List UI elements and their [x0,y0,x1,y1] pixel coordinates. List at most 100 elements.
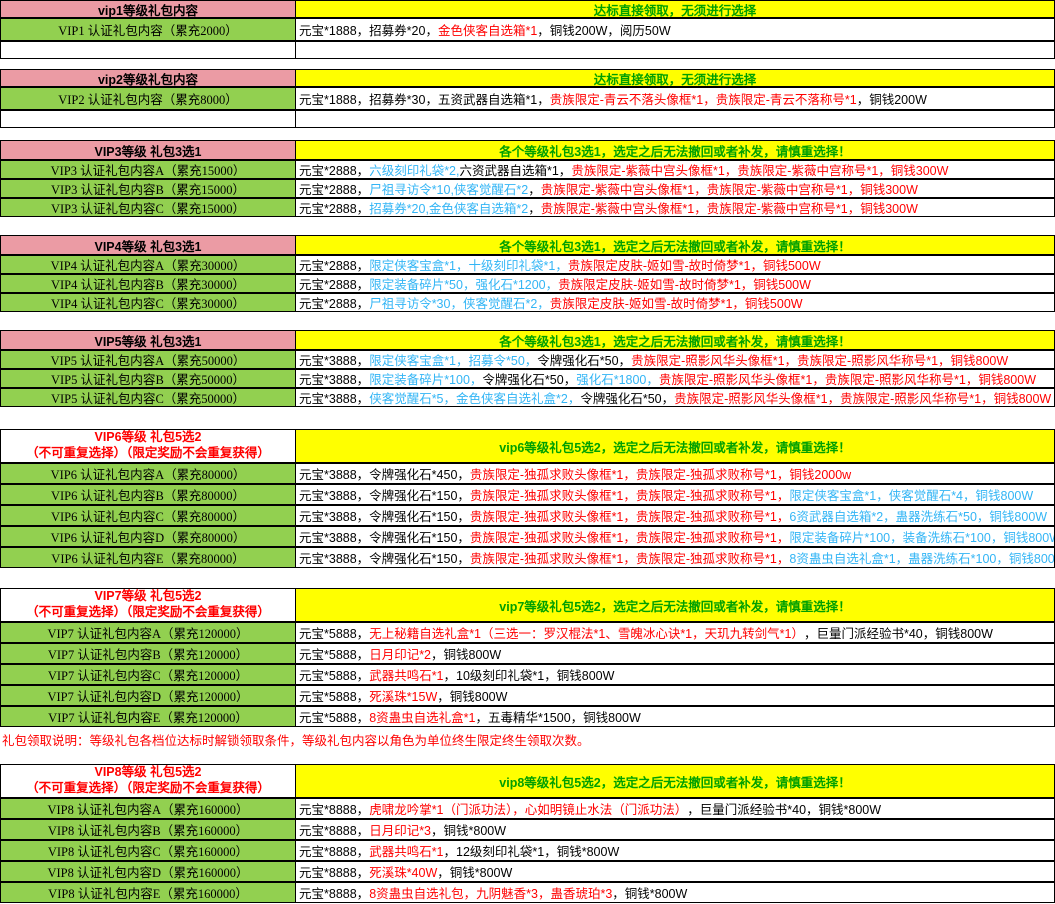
gift-tier-label: VIP5 认证礼包内容A（累充50000） [0,350,296,369]
blank-cell-left [0,41,296,59]
section-header-vip3: VIP3等级 礼包3选1 各个等级礼包3选1，选定之后无法撤回或者补发，请慎重选择… [0,140,1055,160]
gift-content-segment: ，12级刻印礼袋*1，铜钱*800W [443,845,620,859]
gift-content-segment: ，铜钱*800W [437,866,513,880]
gift-tier-label: VIP8 认证礼包内容D（累充160000） [0,861,296,882]
gift-tier-label: VIP5 认证礼包内容C（累充50000） [0,388,296,407]
gift-content-segment: ，10级刻印礼袋*1，铜钱800W [443,669,615,683]
gift-content-segment: 贵族限定皮肤-姬如雪-故时倚梦*1，铜钱500W [558,278,811,292]
section-header-vip6: VIP6等级 礼包5选2 （不可重复选择）（限定奖励不会重复获得） vip6等级礼包… [0,429,1055,463]
blank-row-vip2 [0,110,1055,128]
table-row: VIP6 认证礼包内容B（累充80000） 元宝*3888，令牌强化石*150，贵… [0,484,1055,505]
row-spacer [0,217,1055,235]
gift-content-segment: 元宝*1888，招募券*30，五资武器自选箱*1， [299,93,550,107]
gift-tier-label: VIP6 认证礼包内容B（累充80000） [0,484,296,505]
section-notice-vip3: 各个等级礼包3选1，选定之后无法撤回或者补发，请慎重选择！ [296,140,1055,160]
row-spacer [0,568,1055,588]
gift-contents: 元宝*5888， 日月印记*2 ，铜钱800W [296,643,1055,664]
gift-tier-label: VIP7 认证礼包内容E（累充120000） [0,706,296,727]
gift-tier-label: VIP7 认证礼包内容C（累充120000） [0,664,296,685]
gift-content-segment: 元宝*8888， [299,845,370,859]
gift-content-segment: 限定侠客宝盒*1，侠客觉醒石*4，铜钱800W [789,489,1034,503]
table-row: VIP1 认证礼包内容（累充2000） 元宝*1888，招募券*20， 金色侠客自选… [0,18,1055,41]
section-notice-vip5: 各个等级礼包3选1，选定之后无法撤回或者补发，请慎重选择！ [296,330,1055,350]
gift-content-segment: 贵族限定-独孤求败头像框*1，贵族限定-独孤求败称号*1， [469,489,790,503]
gift-content-segment: 武器共鸣石*1 [369,669,444,683]
gift-content-segment: 限定侠客宝盒*1，十级刻印礼袋*1， [369,259,568,273]
section-header-vip5: VIP5等级 礼包3选1 各个等级礼包3选1，选定之后无法撤回或者补发，请慎重选择… [0,330,1055,350]
section-title-vip7: VIP7等级 礼包5选2 （不可重复选择）（限定奖励不会重复获得） [0,588,296,622]
gift-content-segment: 限定装备碎片*100， [369,373,483,387]
gift-contents: 元宝*3888， 限定装备碎片*100， 令牌强化石*50， 强化石*1800， 贵族限… [296,369,1055,388]
gift-content-segment: 六资武器自选箱*1， [459,164,572,178]
gift-tier-label: VIP2 认证礼包内容（累充8000） [0,87,296,110]
gift-content-segment: 元宝*3888，令牌强化石*450， [299,468,470,482]
gift-contents: 元宝*8888， 死溪珠*40W ，铜钱*800W [296,861,1055,882]
gift-content-segment: 元宝*2888， [299,297,370,311]
blank-cell-left [0,110,296,128]
gift-content-segment: 元宝*1888，招募券*20， [299,24,438,38]
gift-content-segment: 元宝*8888， [299,803,370,817]
gift-contents: 元宝*1888，招募券*20， 金色侠客自选箱*1 ，铜钱200W，阅历50W [296,18,1055,41]
gift-contents: 元宝*5888， 武器共鸣石*1 ，10级刻印礼袋*1，铜钱800W [296,664,1055,685]
gift-content-segment: 元宝*5888， [299,627,370,641]
gift-content-segment: 元宝*2888， [299,202,370,216]
gift-content-segment: 侠客觉醒石*5，金色侠客自选礼盒*2， [369,392,581,406]
gift-contents: 元宝*2888， 限定装备碎片*50，强化石*1200， 贵族限定皮肤-姬如雪-故时… [296,274,1055,293]
gift-contents: 元宝*3888，令牌强化石*150， 贵族限定-独孤求败头像框*1，贵族限定-独孤… [296,547,1055,568]
gift-content-segment: 8资蛊虫自选礼盒*1，蛊器洗练石*100，铜钱800W [789,552,1055,566]
table-row: VIP4 认证礼包内容B（累充30000） 元宝*2888， 限定装备碎片*50，强… [0,274,1055,293]
gift-content-segment: 贵族限定皮肤-姬如雪-故时倚梦*1，铜钱500W [567,259,821,273]
gift-content-segment: 限定装备碎片*50，强化石*1200， [369,278,559,292]
table-row: VIP7 认证礼包内容E（累充120000） 元宝*5888， 8资蛊虫自选礼盒*1… [0,706,1055,727]
gift-content-segment: 元宝*5888， [299,690,370,704]
gift-content-segment: 元宝*2888， [299,164,370,178]
row-spacer [0,128,1055,140]
gift-contents: 元宝*8888， 虎啸龙吟掌*1（门派功法），心如明镜止水法（门派功法） ，巨量门派… [296,798,1055,819]
blank-row-vip1 [0,41,1055,59]
table-row: VIP8 认证礼包内容B（累充160000） 元宝*8888， 日月印记*3 ，铜钱*… [0,819,1055,840]
gift-contents: 元宝*2888， 尸祖寻访令*30，侠客觉醒石*2， 贵族限定皮肤-姬如雪-故时倚梦… [296,293,1055,312]
gift-content-segment: 贵族限定-紫薇中宫头像框*1，贵族限定-紫薇中宫称号*1，铜钱300W [571,164,949,178]
section-title-line2: （不可重复选择）（限定奖励不会重复获得） [26,781,270,795]
gift-contents: 元宝*2888， 六级刻印礼袋*2, 六资武器自选箱*1， 贵族限定-紫薇中宫头像框*… [296,160,1055,179]
table-row: VIP5 认证礼包内容A（累充50000） 元宝*3888， 限定侠客宝盒*1，招募… [0,350,1055,369]
gift-content-segment: 贵族限定-照影风华头像框*1，贵族限定-照影风华称号*1，铜钱800W [658,373,1037,387]
gift-content-segment: 贵族限定皮肤-姬如雪-故时倚梦*1，铜钱500W [549,297,803,311]
gift-content-segment: 金色侠客自选箱*1 [437,24,538,38]
gift-tier-label: VIP6 认证礼包内容E（累充80000） [0,547,296,568]
section-title-vip5: VIP5等级 礼包3选1 [0,330,296,350]
table-row: VIP3 认证礼包内容A（累充15000） 元宝*2888， 六级刻印礼袋*2, 六资… [0,160,1055,179]
gift-content-segment: 贵族限定-紫薇中宫头像框*1，贵族限定-紫薇中宫称号*1，铜钱300W [540,202,918,216]
gift-content-segment: 令牌强化石*50， [580,392,675,406]
gift-contents: 元宝*5888， 无上秘籍自选礼盒*1（三选一：罗汉棍法*1、雪魄冰心诀*1，天玑… [296,622,1055,643]
gift-content-segment: 元宝*3888，令牌强化石*150， [299,510,470,524]
section-title-vip4: VIP4等级 礼包3选1 [0,235,296,255]
gift-content-segment: 贵族限定-独孤求败头像框*1，贵族限定-独孤求败称号*1， [469,531,790,545]
section-header-vip2: vip2等级礼包内容 达标直接领取，无须进行选择 [0,69,1055,87]
gift-content-segment: ，铜钱800W [431,648,502,662]
gift-content-segment: ，铜钱800W [437,690,508,704]
section-title-vip6: VIP6等级 礼包5选2 （不可重复选择）（限定奖励不会重复获得） [0,429,296,463]
gift-content-segment: ，巨量门派经验书*40，铜钱*800W [687,803,882,817]
gift-tier-label: VIP6 认证礼包内容C（累充80000） [0,505,296,526]
blank-cell-right [296,110,1055,128]
row-spacer [0,750,1055,764]
gift-contents: 元宝*1888，招募券*30，五资武器自选箱*1， 贵族限定-青云不落头像框*1，… [296,87,1055,110]
gift-contents: 元宝*8888， 8资蛊虫自选礼包，九阴魅香*3，蛊香琥珀*3 ，铜钱*800W [296,882,1055,903]
gift-content-segment: 元宝*2888， [299,183,370,197]
gift-tier-label: VIP7 认证礼包内容B（累充120000） [0,643,296,664]
section-header-vip1: vip1等级礼包内容 达标直接领取，无须进行选择 [0,0,1055,18]
gift-content-segment: 尸祖寻访令*10,侠客觉醒石*2 [369,183,529,197]
gift-content-segment: 元宝*8888， [299,866,370,880]
gift-content-segment: 8资蛊虫自选礼包，九阴魅香*3，蛊香琥珀*3 [369,887,613,901]
table-row: VIP5 认证礼包内容B（累充50000） 元宝*3888， 限定装备碎片*100，… [0,369,1055,388]
gift-content-segment: 限定侠客宝盒*1，招募令*50， [369,354,538,368]
gift-content-segment: 强化石*1800， [576,373,659,387]
gift-tier-label: VIP6 认证礼包内容D（累充80000） [0,526,296,547]
gift-content-segment: 贵族限定-青云不落头像框*1，贵族限定-青云不落称号*1 [549,93,857,107]
gift-content-segment: ，铜钱200W，阅历50W [537,24,671,38]
gift-content-segment: 令牌强化石*50， [537,354,632,368]
gift-tier-label: VIP5 认证礼包内容B（累充50000） [0,369,296,388]
gift-content-segment: 日月印记*2 [369,648,432,662]
section-title-line1: VIP7等级 礼包5选2 [94,589,202,604]
